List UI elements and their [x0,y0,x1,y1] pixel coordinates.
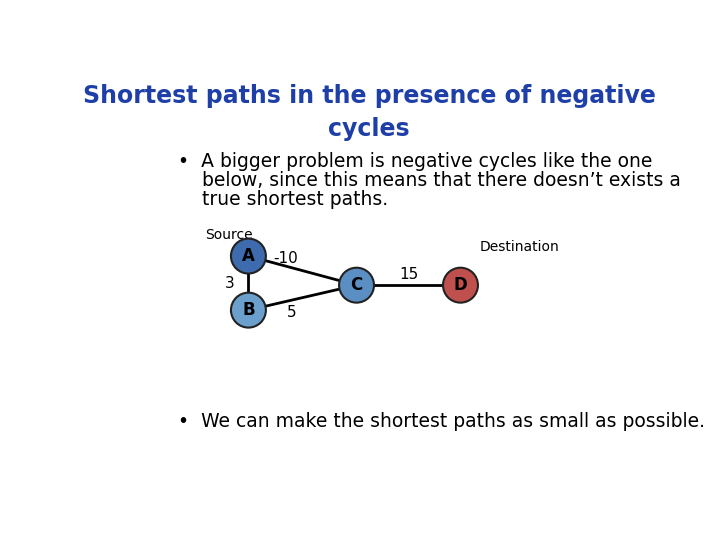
Text: 15: 15 [399,267,418,282]
Circle shape [443,268,478,302]
Circle shape [231,293,266,328]
Circle shape [339,268,374,302]
Text: true shortest paths.: true shortest paths. [178,190,388,208]
Text: D: D [454,276,467,294]
Text: •  We can make the shortest paths as small as possible.: • We can make the shortest paths as smal… [178,412,705,431]
Text: Shortest paths in the presence of negative: Shortest paths in the presence of negati… [83,84,655,107]
Text: -10: -10 [274,251,298,266]
Circle shape [231,239,266,274]
Text: B: B [242,301,255,319]
Text: Destination: Destination [480,240,559,254]
Text: 3: 3 [225,275,235,291]
Text: 5: 5 [287,305,297,320]
Text: A: A [242,247,255,265]
Text: below, since this means that there doesn’t exists a: below, since this means that there doesn… [178,171,680,190]
Text: cycles: cycles [328,117,410,141]
Text: •  A bigger problem is negative cycles like the one: • A bigger problem is negative cycles li… [178,152,652,171]
Text: C: C [351,276,363,294]
Text: Source: Source [204,227,253,241]
